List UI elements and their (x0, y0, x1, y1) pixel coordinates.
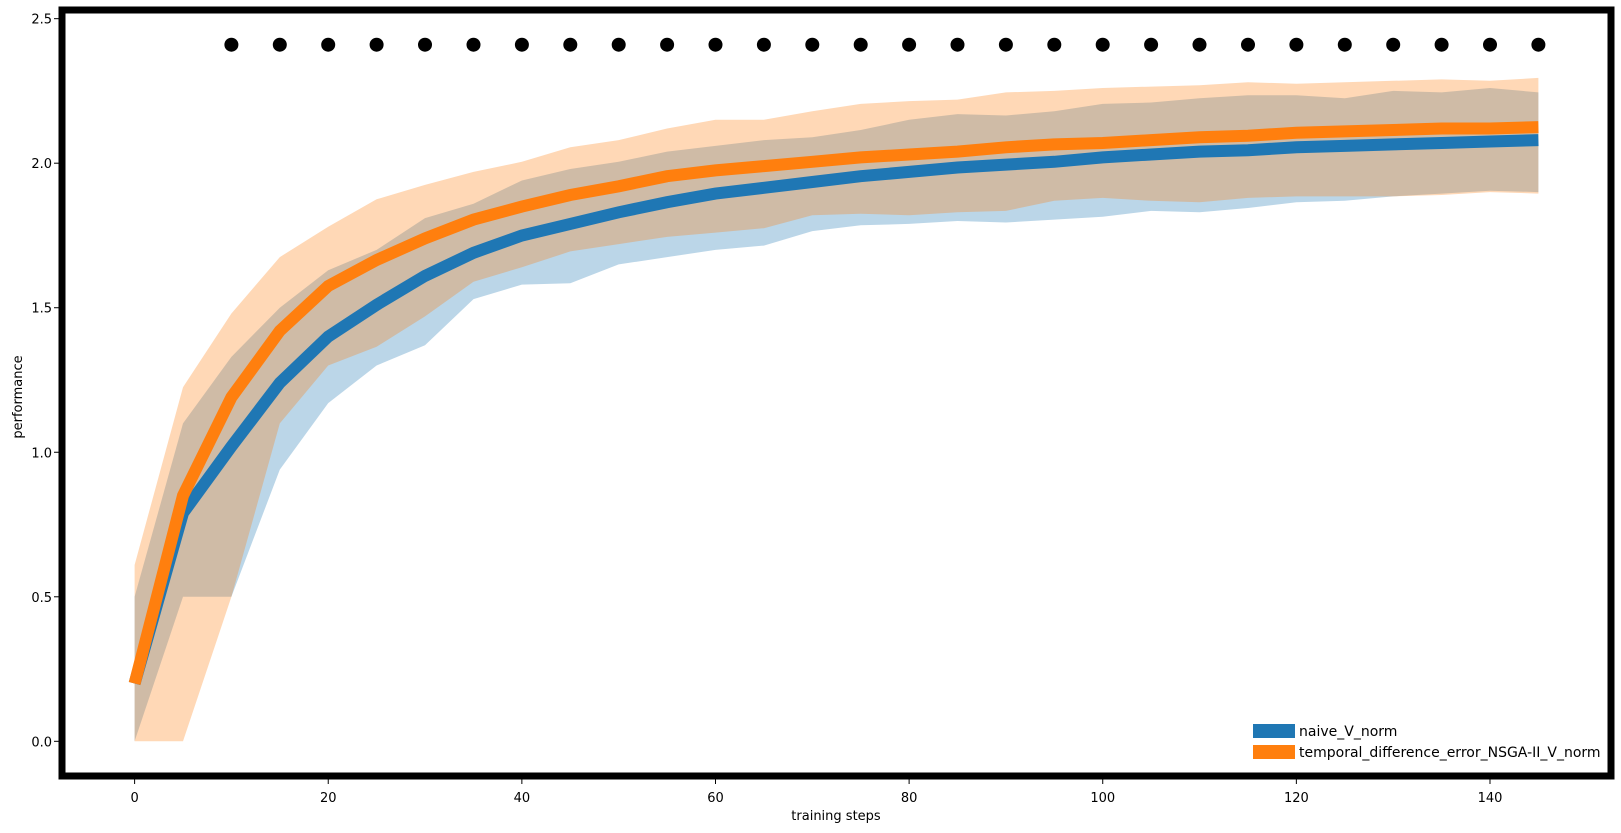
x-tick-label: 140 (1478, 791, 1503, 806)
significance-marker (756, 37, 771, 52)
x-tick-label: 0 (130, 791, 138, 806)
significance-marker (1434, 37, 1449, 52)
y-tick-label: 2.5 (31, 13, 52, 28)
series-lines (128, 121, 1539, 686)
significance-marker (998, 37, 1013, 52)
y-axis-ticks: 0.0 0.5 1.0 1.5 2.0 2.5 (31, 13, 59, 750)
significance-marker (321, 37, 336, 52)
significance-marker (660, 37, 675, 52)
significance-marker (611, 37, 626, 52)
significance-marker (1289, 37, 1304, 52)
significance-marker (1337, 37, 1352, 52)
significance-marker (369, 37, 384, 52)
legend: naive_V_norm temporal_difference_error_NS… (1253, 724, 1601, 761)
y-tick-label: 2.0 (31, 157, 52, 172)
significance-markers (224, 37, 1546, 52)
significance-marker (563, 37, 578, 52)
x-tick-label: 120 (1284, 791, 1309, 806)
significance-marker (1095, 37, 1110, 52)
significance-marker (1483, 37, 1497, 52)
y-tick-label: 0.5 (31, 591, 52, 606)
legend-swatch (1253, 745, 1295, 759)
plot-frame (58, 6, 1615, 780)
x-axis-label: training steps (791, 809, 881, 824)
significance-marker (1531, 37, 1546, 52)
y-tick-label: 1.0 (31, 446, 52, 461)
significance-marker (805, 37, 820, 52)
significance-marker (1192, 37, 1207, 52)
legend-label: naive_V_norm (1299, 724, 1397, 740)
x-tick-label: 100 (1090, 791, 1115, 806)
significance-marker (514, 37, 529, 52)
significance-marker (902, 37, 917, 52)
x-axis-ticks: 0 20 40 60 80 100 120 140 (130, 779, 1502, 806)
y-tick-label: 0.0 (31, 735, 52, 750)
x-tick-label: 60 (707, 791, 724, 806)
line-series-1 (128, 134, 1539, 686)
significance-marker (272, 37, 287, 52)
significance-marker (418, 37, 432, 52)
legend-swatch (1253, 724, 1295, 738)
significance-marker (224, 37, 239, 52)
significance-marker (1241, 37, 1255, 52)
x-tick-label: 80 (901, 791, 918, 806)
significance-marker (708, 37, 723, 52)
significance-marker (853, 37, 868, 52)
y-axis-label: performance (11, 355, 26, 438)
significance-marker (466, 37, 481, 52)
significance-marker (1047, 37, 1062, 52)
significance-marker (950, 37, 965, 52)
x-tick-label: 20 (320, 791, 337, 806)
significance-marker (1386, 37, 1401, 52)
legend-label: temporal_difference_error_NSGA-II_V_norm (1299, 745, 1601, 761)
x-tick-label: 40 (514, 791, 531, 806)
y-tick-label: 1.5 (31, 302, 52, 317)
line-series-2 (128, 121, 1539, 685)
significance-marker (1144, 37, 1159, 52)
